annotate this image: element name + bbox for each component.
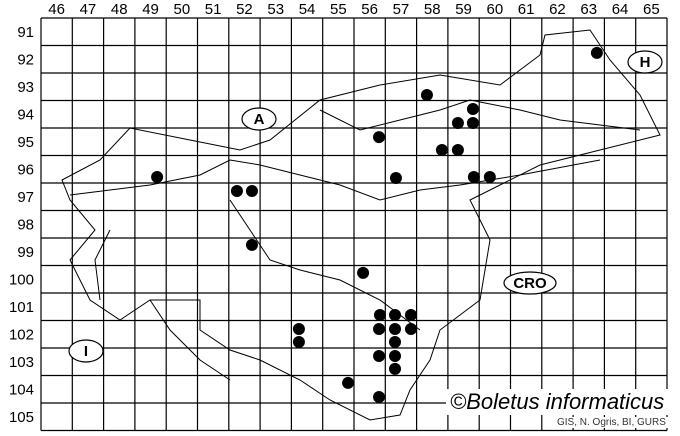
record-dot <box>451 117 464 130</box>
column-label: 64 <box>612 1 629 18</box>
river-line <box>229 199 421 331</box>
column-label: 47 <box>80 1 97 18</box>
record-dot <box>292 323 305 336</box>
record-dot <box>245 238 258 251</box>
record-dot <box>230 184 243 197</box>
credit-text: GIS, N. Ogris, BI, GURS <box>555 417 668 428</box>
row-label: 96 <box>17 161 34 178</box>
column-label: 65 <box>643 1 660 18</box>
column-label: 54 <box>299 1 316 18</box>
record-dot <box>151 170 164 183</box>
record-dot <box>404 309 417 321</box>
row-label: 93 <box>17 79 34 96</box>
record-dot <box>451 144 464 156</box>
record-dot <box>466 117 479 130</box>
record-dot <box>373 390 386 403</box>
record-dot <box>373 309 386 321</box>
column-label: 50 <box>174 1 191 18</box>
country-outline <box>61 29 661 421</box>
record-dot <box>389 349 402 362</box>
river-line <box>69 159 601 201</box>
svg-text:I: I <box>84 343 88 360</box>
region-labels: A H CRO I <box>68 50 663 363</box>
record-dot <box>467 170 480 183</box>
record-dot <box>373 323 386 336</box>
column-label: 46 <box>48 1 65 18</box>
column-label: 63 <box>580 1 597 18</box>
grid-labels: 46 47 48 49 50 51 52 53 54 55 56 57 58 59 60 61 62 63 64 65… <box>9 1 660 426</box>
river-line <box>149 299 231 381</box>
record-dot <box>373 131 386 144</box>
record-dot <box>389 362 402 375</box>
svg-text:H: H <box>640 54 651 71</box>
record-dot <box>357 266 370 279</box>
record-dot <box>342 376 355 389</box>
column-label: 60 <box>487 1 504 18</box>
record-dot <box>389 172 402 185</box>
copyright-text: ©Boletus informaticus <box>446 389 669 415</box>
column-label: 62 <box>549 1 566 18</box>
grid-lines <box>40 17 668 432</box>
record-dot <box>590 46 603 59</box>
record-dot <box>245 184 258 197</box>
region-label-cro: CRO <box>503 271 557 295</box>
column-label: 53 <box>267 1 284 18</box>
row-label: 98 <box>17 216 34 233</box>
record-dot <box>466 103 479 116</box>
row-label: 91 <box>17 24 34 41</box>
column-label: 59 <box>455 1 472 18</box>
region-label-i: I <box>68 339 104 363</box>
column-label: 57 <box>393 1 410 18</box>
border-line <box>61 29 661 421</box>
row-label: 94 <box>17 106 34 123</box>
region-label-a: A <box>241 107 277 131</box>
row-label: 97 <box>17 189 34 206</box>
record-dots <box>151 46 603 403</box>
column-label: 49 <box>142 1 159 18</box>
row-label: 105 <box>9 409 34 426</box>
record-dot <box>389 309 402 321</box>
column-label: 61 <box>518 1 535 18</box>
svg-text:A: A <box>254 111 265 128</box>
region-label-h: H <box>627 50 663 74</box>
record-dot <box>389 335 402 348</box>
column-label: 58 <box>424 1 441 18</box>
record-dot <box>483 170 496 183</box>
svg-text:CRO: CRO <box>513 275 547 292</box>
record-dot <box>404 323 417 336</box>
row-label: 92 <box>17 51 34 68</box>
record-dot <box>292 335 305 348</box>
record-dot <box>435 144 448 156</box>
row-label: 100 <box>9 271 34 288</box>
record-dot <box>420 89 433 101</box>
record-dot <box>389 323 402 336</box>
river-line <box>94 229 111 301</box>
row-label: 95 <box>17 134 34 151</box>
row-label: 99 <box>17 244 34 261</box>
row-label: 101 <box>9 299 34 316</box>
column-label: 52 <box>236 1 253 18</box>
record-dot <box>373 349 386 362</box>
column-label: 51 <box>205 1 222 18</box>
row-label: 102 <box>9 326 34 343</box>
row-label: 103 <box>9 354 34 371</box>
column-label: 56 <box>361 1 378 18</box>
column-label: 48 <box>111 1 128 18</box>
river-line <box>319 99 641 131</box>
row-label: 104 <box>9 381 34 398</box>
column-label: 55 <box>330 1 347 18</box>
